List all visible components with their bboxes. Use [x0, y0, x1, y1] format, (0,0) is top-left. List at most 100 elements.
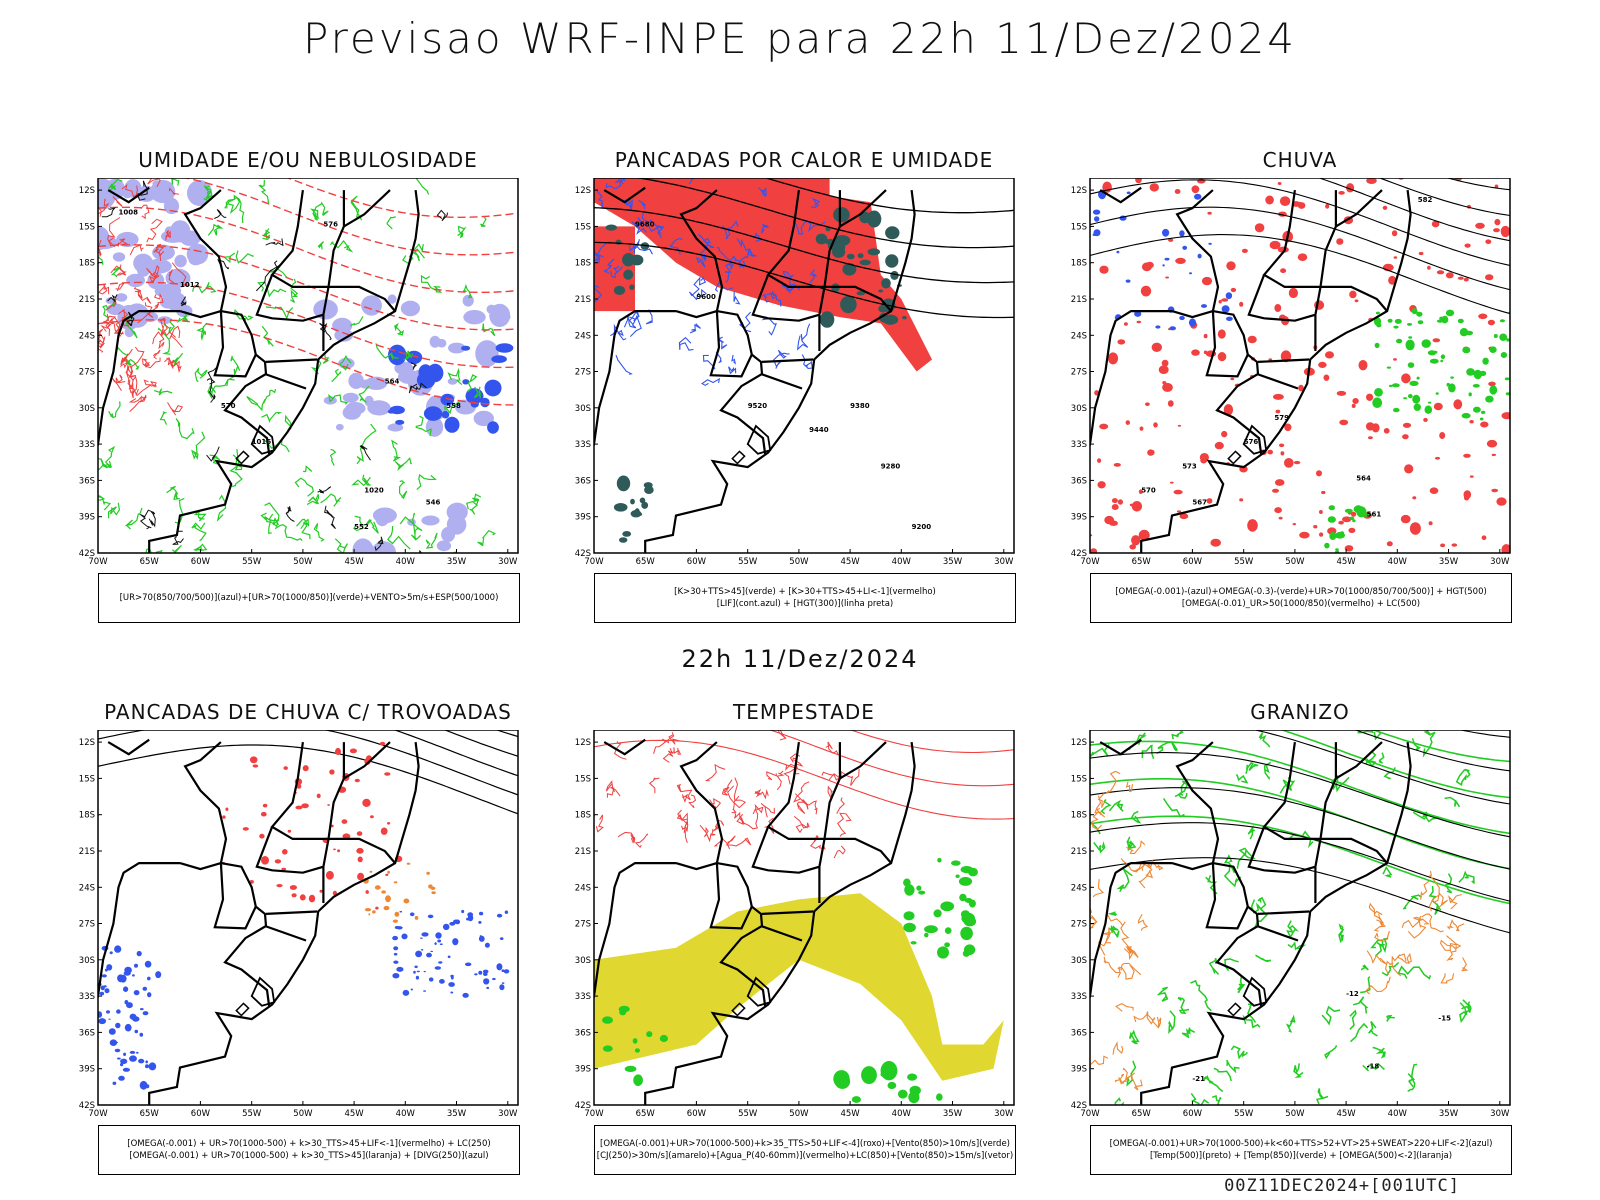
field-patch [368, 913, 371, 916]
lat-tick-label: 21S [575, 295, 591, 305]
contour-line [1208, 958, 1220, 975]
legend-line: [CJ(250)>30m/s](amarelo)+[Agua_P(40-60mm… [596, 1151, 1014, 1161]
contour-line [214, 209, 227, 219]
field-patch [480, 397, 490, 408]
border-line [1257, 358, 1310, 363]
lat-tick-label: 18S [575, 811, 591, 821]
contour-line [114, 317, 124, 335]
contour-line [1293, 1063, 1304, 1079]
contour-line [776, 770, 785, 791]
lat-tick-label: 18S [79, 811, 95, 821]
field-patch [918, 890, 926, 895]
contour-line [1126, 840, 1146, 855]
field-patch [1501, 412, 1510, 420]
field-patch [104, 968, 108, 972]
field-patch [1177, 424, 1182, 427]
lon-tick-label: 55W [242, 1109, 262, 1119]
contour-line [653, 732, 675, 754]
contour-line [1236, 847, 1256, 869]
contour-line [638, 200, 647, 209]
contour-line [1103, 956, 1122, 978]
contour-line [836, 797, 845, 814]
field-patch [1429, 487, 1439, 495]
contour-line [112, 378, 126, 391]
field-patch [335, 747, 341, 756]
contour-line [419, 550, 423, 553]
isoline [1317, 178, 1510, 242]
field-patch [447, 955, 451, 959]
field-patch [109, 951, 113, 955]
isoline [849, 730, 1014, 754]
field-patch [1405, 339, 1415, 351]
contour-line [605, 179, 624, 190]
isoline [98, 744, 518, 815]
contour-line [670, 747, 682, 755]
contour-line [339, 354, 352, 371]
field-patch [461, 909, 465, 914]
lat-tick-label: 27S [79, 368, 95, 378]
field-patch [1299, 531, 1310, 539]
field-patch [174, 254, 187, 268]
lat-tick-label: 42S [575, 549, 591, 559]
contour-line [1378, 752, 1385, 764]
field-patch [155, 971, 162, 979]
border-line [1320, 837, 1388, 864]
field-patch [955, 874, 960, 878]
instability-area [594, 178, 932, 372]
contour-line [1125, 781, 1134, 793]
contour-line [1156, 986, 1169, 1002]
lon-tick-label: 35W [943, 1109, 963, 1119]
field-patch [462, 294, 474, 307]
field-patch [1469, 420, 1474, 424]
field-patch [1158, 365, 1169, 374]
contour-line [232, 449, 243, 471]
contour-line [408, 382, 427, 394]
field-patch [332, 317, 353, 334]
lon-tick-label: 50W [293, 1109, 313, 1119]
contour-line [762, 290, 775, 303]
field-patch [139, 1032, 144, 1037]
contour-line [1360, 964, 1369, 971]
field-patch [222, 815, 226, 819]
contour-line [1374, 930, 1390, 942]
field-patch [448, 982, 455, 987]
field-patch [436, 338, 447, 348]
field-patch [164, 226, 175, 237]
lat-tick-label: 39S [1071, 513, 1087, 523]
contour-line [334, 538, 349, 553]
field-patch [616, 475, 631, 492]
field-patch [624, 1065, 637, 1072]
contour-line [754, 788, 769, 800]
contour-line [227, 355, 241, 381]
contour-line [108, 178, 123, 191]
isoline [1353, 730, 1510, 772]
field-patch [1352, 519, 1356, 523]
field-patch [1466, 368, 1475, 376]
field-patch [387, 870, 390, 874]
field-patch [463, 310, 486, 325]
contour-line [175, 418, 195, 440]
contour-line [809, 269, 817, 284]
lon-tick-label: 45W [840, 1109, 860, 1119]
contour-line [695, 257, 706, 268]
border-line [1090, 862, 1172, 1001]
field-patch [1111, 498, 1118, 504]
legend-line: [OMEGA(-0.001)+UR>70(1000-500)+k<60+TTS>… [1109, 1139, 1493, 1149]
field-patch [1482, 357, 1489, 365]
field-patch [1478, 313, 1488, 320]
contour-line [603, 259, 615, 274]
field-patch [1383, 428, 1390, 434]
contour-line [1368, 902, 1385, 924]
contour-line [1137, 913, 1149, 931]
contour-line [1352, 996, 1369, 1014]
contour-line [98, 284, 110, 295]
coastline [644, 189, 916, 553]
lat-tick-label: 30S [79, 956, 95, 966]
lat-tick-label: 12S [575, 738, 591, 748]
field-patch [145, 258, 172, 274]
field-patch [1394, 318, 1402, 324]
field-patch [116, 1009, 121, 1014]
field-patch [98, 1011, 103, 1018]
field-patch [99, 991, 105, 996]
field-patch [437, 939, 442, 943]
